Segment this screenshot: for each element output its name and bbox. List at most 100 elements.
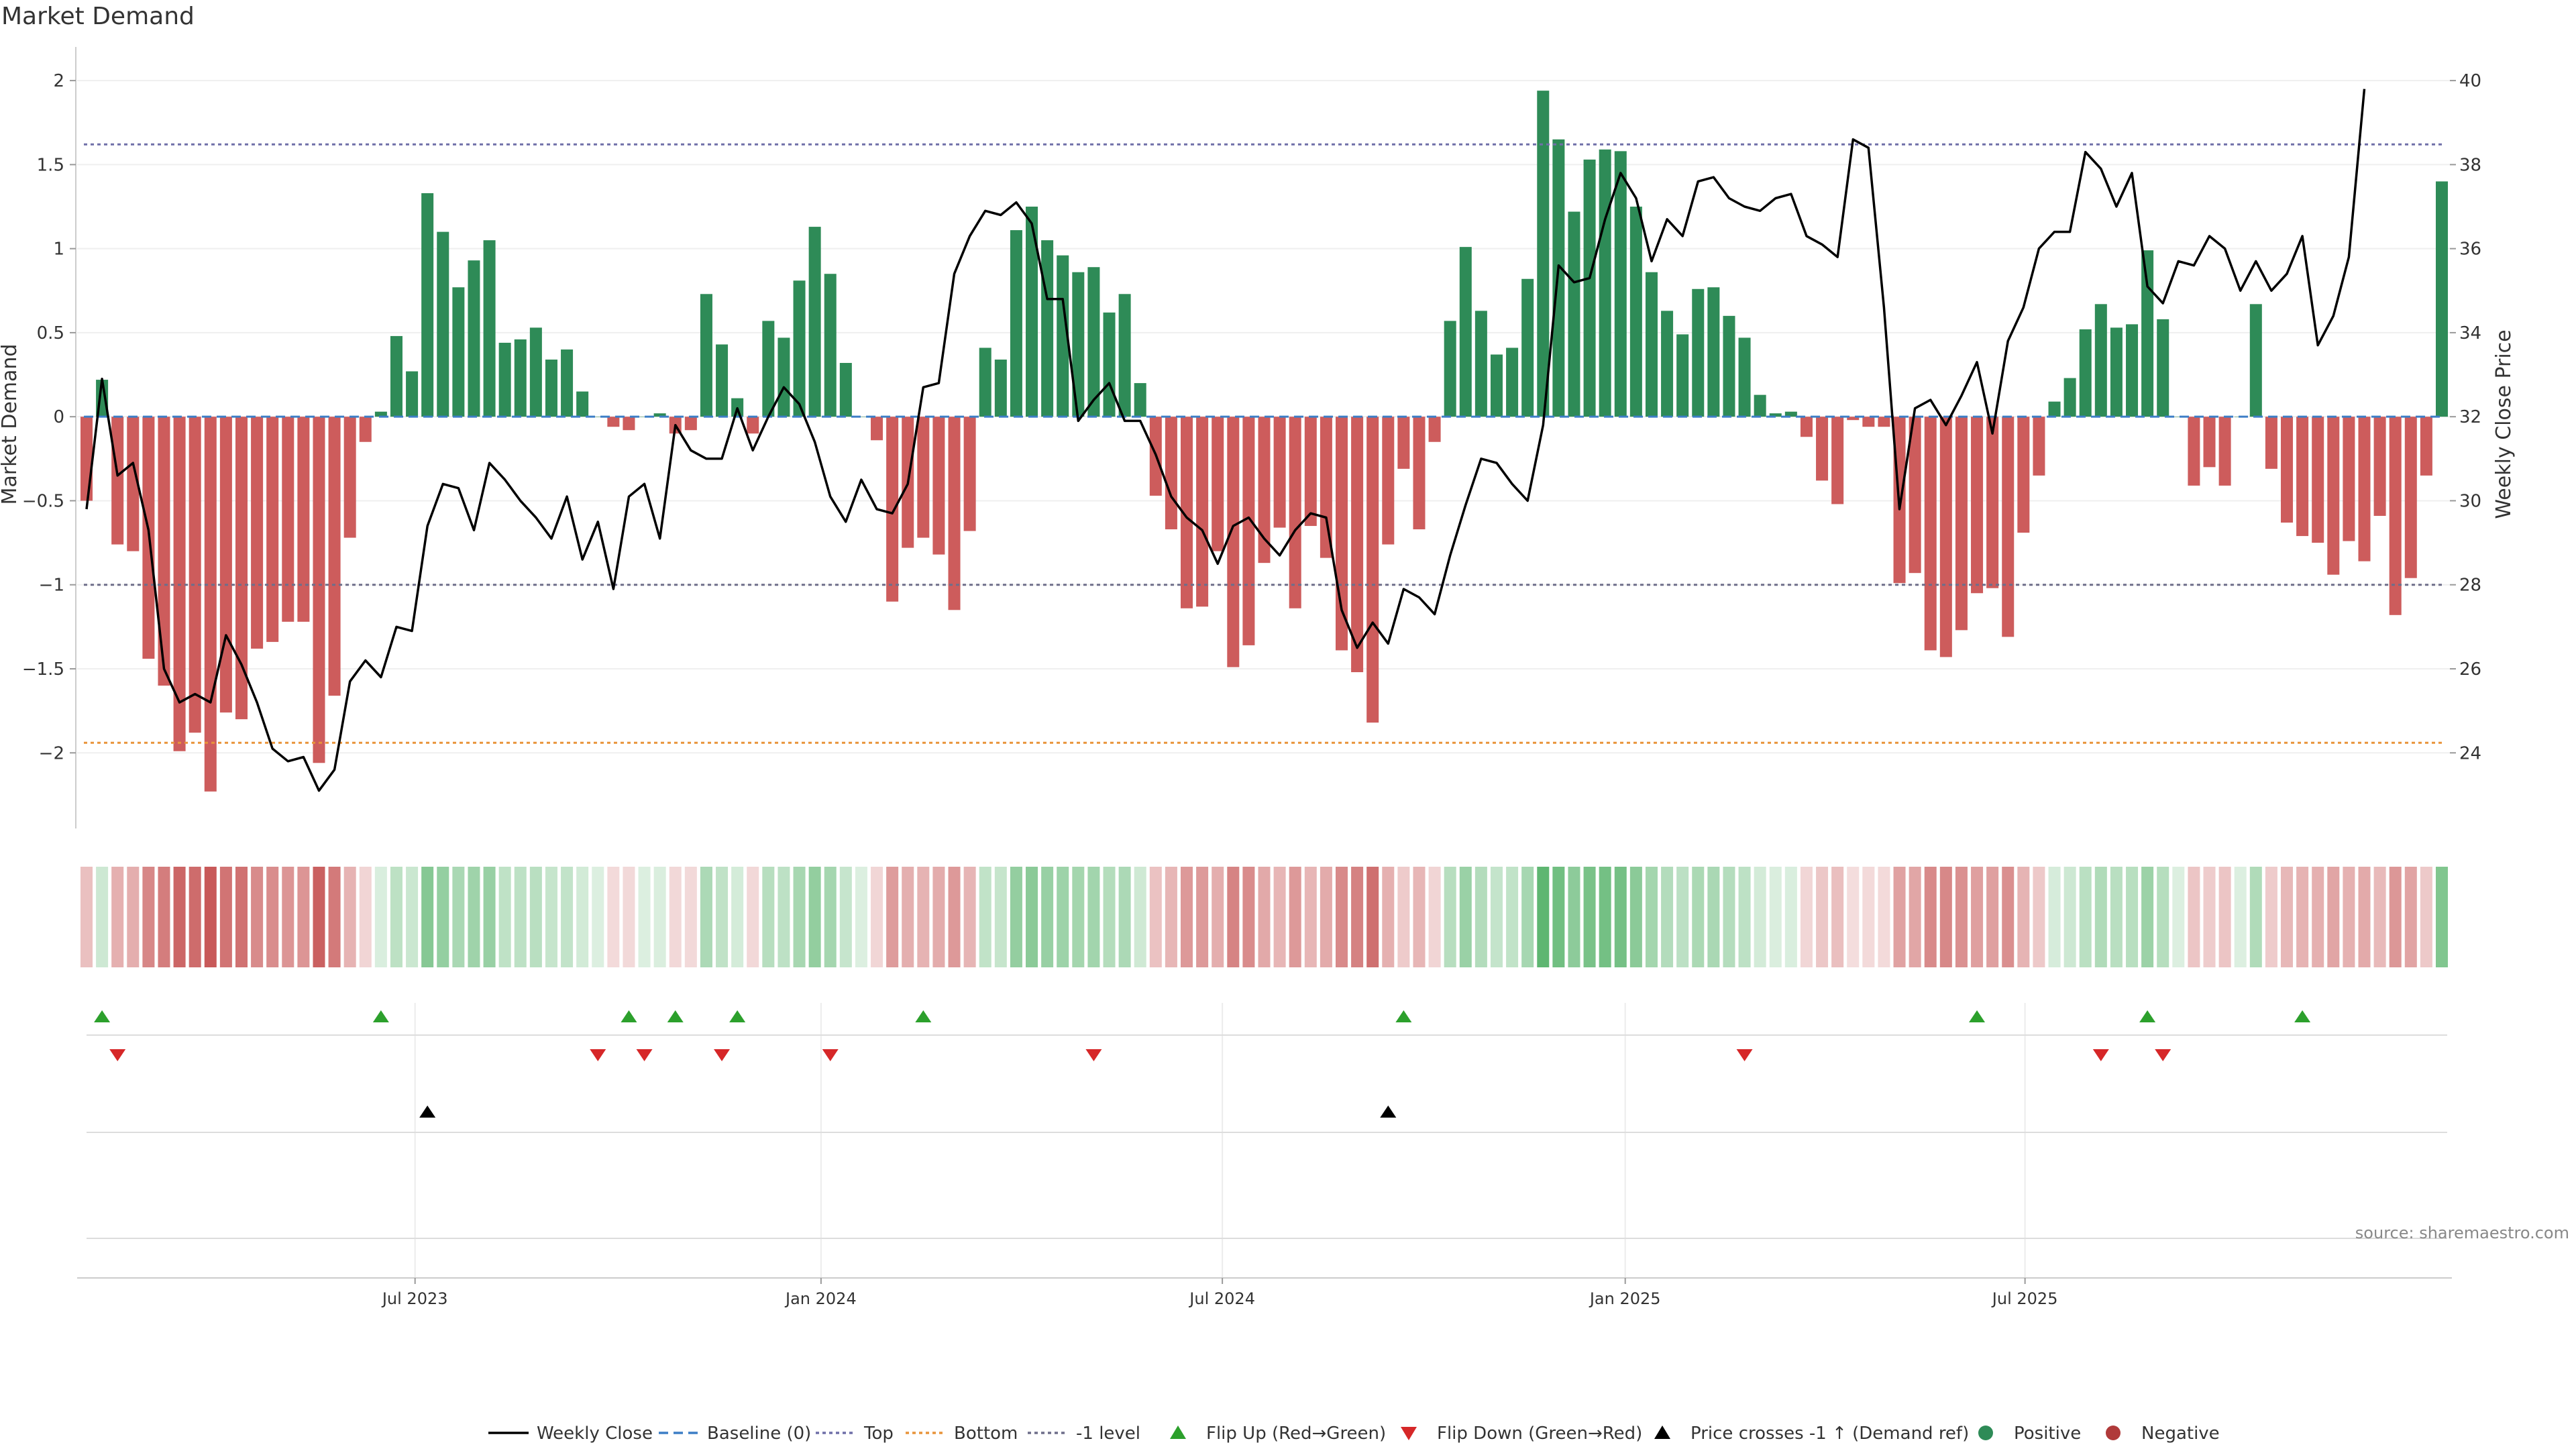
price-cross-marker (1380, 1106, 1397, 1118)
demand-bar (189, 417, 201, 733)
demand-bar (1118, 294, 1131, 417)
demand-bar (979, 347, 991, 417)
demand-bar (1289, 417, 1301, 608)
demand-bar (1971, 417, 1984, 594)
heatmap-cell (1118, 867, 1131, 967)
legend-swatch (1654, 1426, 1670, 1439)
heatmap-cell (1413, 867, 1426, 967)
demand-bar (2048, 401, 2061, 417)
heatmap-cell (1258, 867, 1271, 967)
legend-item: Price crosses -1 ↑ (Demand ref) (1654, 1424, 1969, 1444)
heatmap-cell (1196, 867, 1209, 967)
heatmap-cell (1723, 867, 1735, 967)
legend-label: Positive (2014, 1424, 2081, 1444)
heatmap-cell (1444, 867, 1456, 967)
heatmap-cell (374, 867, 387, 967)
demand-bar (219, 417, 232, 713)
heatmap-cell (2063, 867, 2076, 967)
heatmap-cell (1149, 867, 1162, 967)
heatmap-cell (282, 867, 294, 967)
demand-bar (452, 287, 465, 417)
heatmap-cell (1087, 867, 1100, 967)
demand-bar (1816, 417, 1829, 481)
demand-bar (1273, 417, 1286, 528)
left-axis-tick-label: 0.5 (37, 323, 64, 343)
heatmap-cell (514, 867, 527, 967)
heatmap-cell (468, 867, 480, 967)
legend-label: Price crosses -1 ↑ (Demand ref) (1690, 1424, 1969, 1444)
heatmap-cell (2126, 867, 2139, 967)
legend-item: Baseline (0) (659, 1424, 811, 1444)
demand-bar (2312, 417, 2324, 543)
demand-bar (1304, 417, 1317, 527)
demand-bar (2126, 324, 2139, 417)
heatmap-cell (1847, 867, 1860, 967)
heatmap-cell (1474, 867, 1487, 967)
heatmap-cell (1335, 867, 1348, 967)
right-axis-tick-label: 36 (2459, 239, 2481, 260)
heatmap-cell (2002, 867, 2015, 967)
heatmap-cell (948, 867, 961, 967)
demand-bar (1041, 240, 1054, 417)
heatmap-cell (1459, 867, 1472, 967)
heatmap-cell (359, 867, 372, 967)
legend-item: -1 level (1028, 1424, 1140, 1444)
demand-bar (917, 417, 930, 538)
demand-bar (1645, 272, 1658, 417)
heatmap-cell (1939, 867, 1952, 967)
heatmap-cell (1754, 867, 1766, 967)
demand-bar (1366, 417, 1379, 723)
demand-bar (2141, 250, 2154, 417)
right-axis-tick-label: 32 (2459, 407, 2481, 427)
demand-bar (561, 349, 574, 417)
left-axis-label: Market Demand (0, 344, 21, 505)
legend-label: Negative (2141, 1424, 2220, 1444)
demand-bar (576, 391, 589, 417)
x-axis-tick-label: Jul 2023 (381, 1289, 448, 1308)
demand-bar (1413, 417, 1426, 530)
demand-bar (2420, 417, 2432, 476)
flip-down-marker (714, 1049, 731, 1061)
demand-bar (390, 335, 402, 417)
demand-bar (1320, 417, 1332, 558)
demand-bar (1909, 417, 1921, 574)
legend-label: Flip Down (Green→Red) (1437, 1424, 1642, 1444)
flip-down-marker (636, 1049, 653, 1061)
heatmap-cell (1831, 867, 1844, 967)
demand-bar (2296, 417, 2309, 537)
demand-bar (80, 417, 93, 501)
flip-down-marker (2155, 1049, 2171, 1061)
heatmap-cell (902, 867, 914, 967)
heatmap-cell (219, 867, 232, 967)
heatmap-cell (297, 867, 310, 967)
heatmap-cell (2435, 867, 2449, 967)
flip-up-marker (2294, 1010, 2311, 1022)
demand-bar (1134, 383, 1146, 417)
heatmap-cell (2234, 867, 2247, 967)
legend-item: Positive (1978, 1424, 2081, 1444)
demand-bar (1459, 247, 1472, 417)
heatmap-cell (2218, 867, 2231, 967)
heatmap-cell (747, 867, 759, 967)
demand-bar (1428, 417, 1441, 442)
demand-bar (1583, 159, 1596, 417)
demand-bar (1196, 417, 1209, 607)
weekly-close-line (85, 89, 2366, 792)
demand-bar (2063, 378, 2076, 417)
heatmap-cell (1955, 867, 1968, 967)
legend-label: Baseline (0) (707, 1424, 811, 1444)
demand-bar (871, 417, 883, 441)
demand-bar (545, 360, 557, 417)
demand-bar (1397, 417, 1410, 469)
demand-bar (1165, 417, 1177, 530)
heatmap-cell (1537, 867, 1550, 967)
heatmap-cell (592, 867, 604, 967)
legend-label: Flip Up (Red→Green) (1206, 1424, 1386, 1444)
heatmap-cell (2343, 867, 2355, 967)
heatmap-cell (1010, 867, 1022, 967)
heatmap-cell (1072, 867, 1085, 967)
demand-bar (762, 321, 775, 417)
demand-bar (251, 417, 264, 649)
demand-bar (529, 327, 542, 417)
